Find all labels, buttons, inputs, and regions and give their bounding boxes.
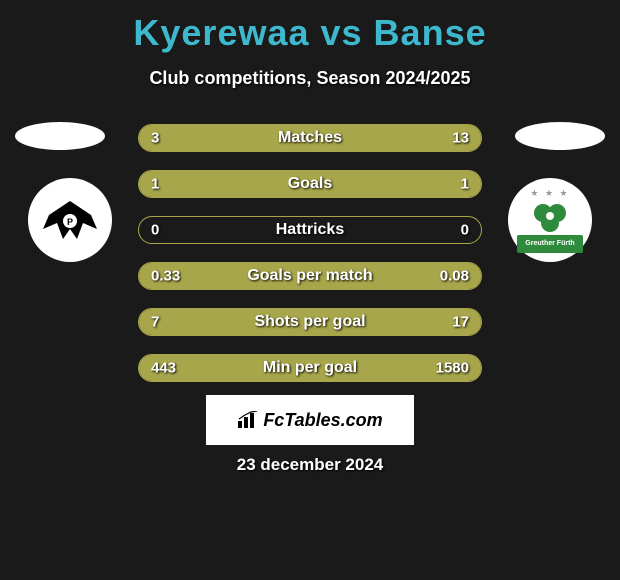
clover-icon xyxy=(532,202,568,232)
right-player-badge xyxy=(515,122,605,150)
stat-row: 313Matches xyxy=(138,124,482,152)
stat-label: Matches xyxy=(139,129,481,147)
stat-row: 00Hattricks xyxy=(138,216,482,244)
ribbon-label: Greuther Fürth xyxy=(517,235,583,253)
svg-text:P: P xyxy=(67,217,73,227)
brand-text: FcTables.com xyxy=(263,410,382,431)
stars-icon: ★ ★ ★ xyxy=(530,188,569,199)
stat-row: 11Goals xyxy=(138,170,482,198)
stats-container: 313Matches 11Goals 00Hattricks 0.330.08Goal… xyxy=(138,124,482,400)
stat-label: Hattricks xyxy=(139,221,481,239)
stat-row: 717Shots per goal xyxy=(138,308,482,336)
left-club-logo: P xyxy=(28,178,112,262)
date-label: 23 december 2024 xyxy=(0,455,620,475)
brand-badge: FcTables.com xyxy=(206,395,414,445)
stat-label: Shots per goal xyxy=(139,313,481,331)
eagle-icon: P xyxy=(37,195,103,245)
stat-row: 0.330.08Goals per match xyxy=(138,262,482,290)
right-club-logo: ★ ★ ★ Greuther Fürth xyxy=(508,178,592,262)
page-title: Kyerewaa vs Banse xyxy=(0,0,620,54)
stat-row: 4431580Min per goal xyxy=(138,354,482,382)
stat-label: Goals per match xyxy=(139,267,481,285)
stat-label: Min per goal xyxy=(139,359,481,377)
left-player-badge xyxy=(15,122,105,150)
stat-label: Goals xyxy=(139,175,481,193)
chart-icon xyxy=(237,411,259,429)
page-subtitle: Club competitions, Season 2024/2025 xyxy=(0,68,620,89)
